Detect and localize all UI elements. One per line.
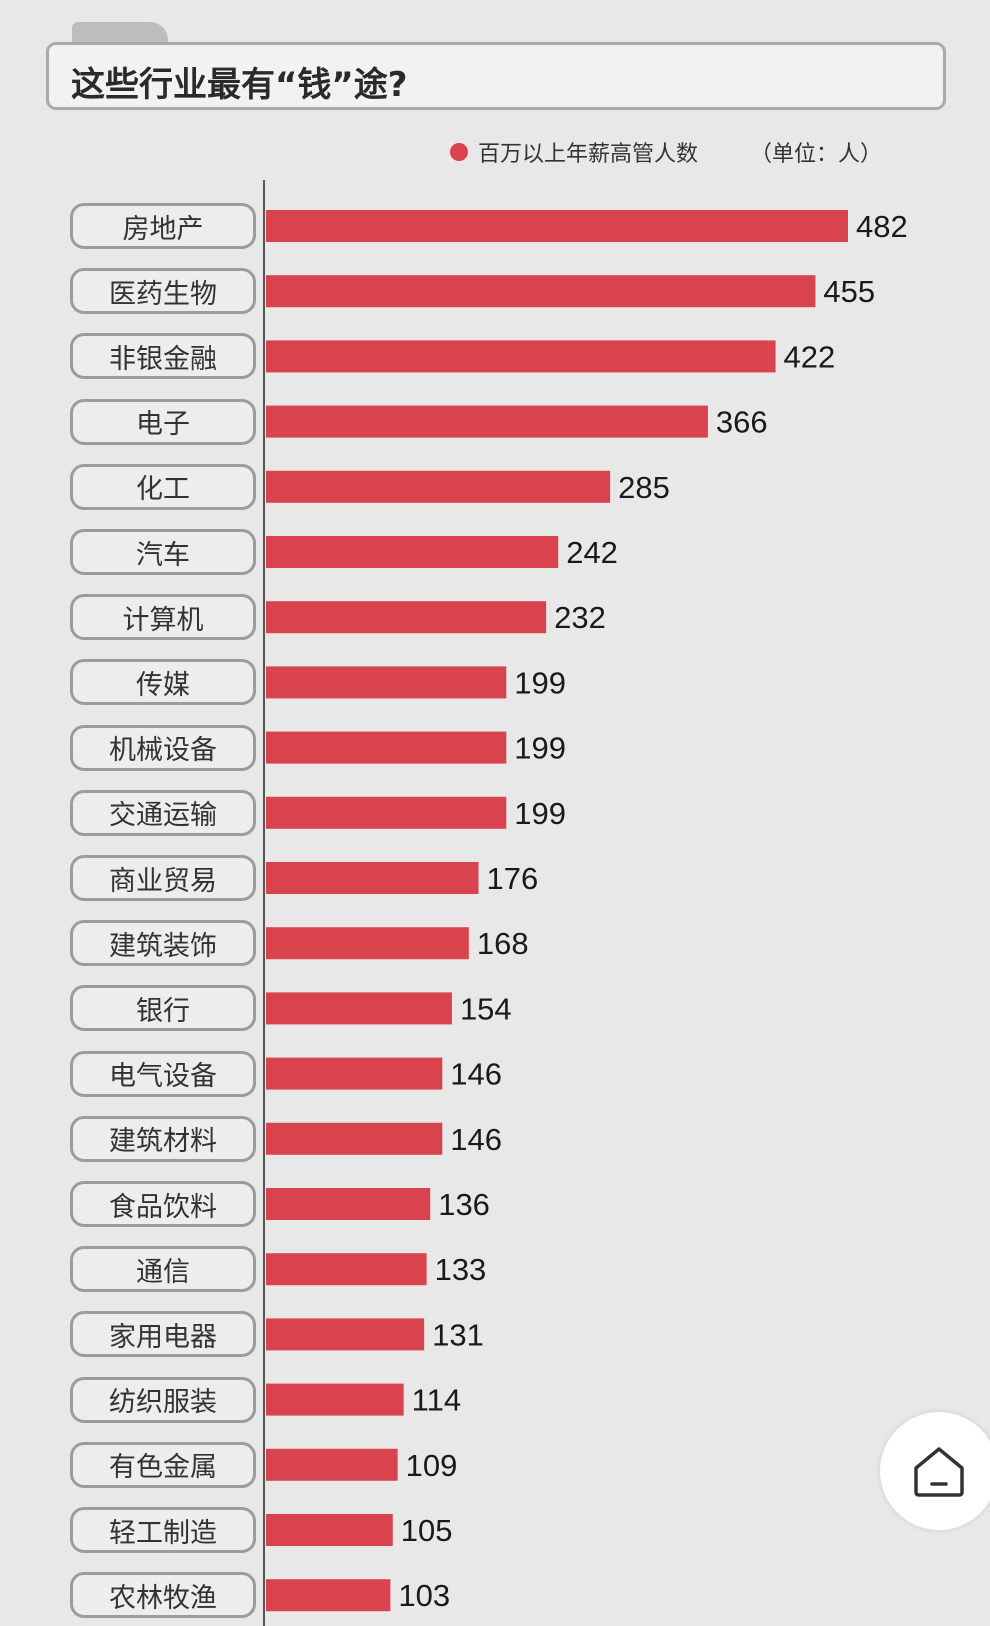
data-label: 482: [856, 209, 908, 244]
data-label: 136: [438, 1187, 490, 1222]
bar: [266, 1057, 443, 1090]
category-label: 银行: [70, 985, 256, 1032]
data-label: 366: [716, 405, 768, 440]
bar: [266, 796, 507, 829]
bar: [266, 1318, 425, 1351]
data-label: 146: [450, 1122, 502, 1157]
legend-marker: [450, 143, 468, 161]
category-label: 家用电器: [70, 1311, 256, 1358]
data-label: 133: [435, 1252, 487, 1287]
category-label: 农林牧渔: [70, 1572, 256, 1619]
home-button[interactable]: [880, 1412, 990, 1530]
bar: [266, 1253, 427, 1286]
category-label: 建筑材料: [70, 1115, 256, 1162]
title-box: 这些行业最有“钱”途?: [46, 42, 946, 110]
data-label: 199: [514, 796, 566, 831]
category-label: 计算机: [70, 594, 256, 641]
bar: [266, 340, 776, 373]
category-label: 轻工制造: [70, 1507, 256, 1553]
data-label: 109: [406, 1448, 458, 1483]
data-label: 103: [398, 1578, 450, 1613]
category-label: 电子: [70, 398, 256, 445]
bar: [266, 1514, 393, 1546]
category-label: 纺织服装: [70, 1376, 256, 1423]
bar: [266, 1122, 443, 1155]
category-label: 食品饮料: [70, 1181, 256, 1227]
bar: [266, 1579, 391, 1612]
home-icon: [914, 1447, 964, 1497]
bar: [266, 470, 611, 503]
bar: [266, 927, 469, 960]
category-label: 房地产: [70, 203, 256, 249]
bar: [266, 1188, 431, 1220]
bar: [266, 1383, 404, 1416]
category-label: 汽车: [70, 529, 256, 575]
bar: [266, 862, 479, 894]
category-label: 有色金属: [70, 1441, 256, 1488]
unit-label: （单位：人）: [750, 142, 883, 167]
category-label: 通信: [70, 1246, 256, 1293]
category-label: 电气设备: [70, 1050, 256, 1097]
category-label: 交通运输: [70, 789, 256, 836]
data-label: 131: [432, 1317, 484, 1352]
legend: 百万以上年薪高管人数 （单位：人）: [450, 136, 882, 168]
category-label: 传媒: [70, 659, 256, 706]
data-label: 242: [566, 535, 618, 570]
bar: [266, 210, 848, 242]
data-label: 232: [554, 600, 606, 635]
data-label: 114: [412, 1383, 461, 1418]
category-label: 商业贸易: [70, 855, 256, 901]
category-label: 化工: [70, 463, 256, 510]
data-label: 455: [823, 274, 875, 309]
category-label: 机械设备: [70, 724, 256, 771]
data-label: 168: [477, 926, 529, 961]
bar: [266, 601, 547, 634]
chart-title: 这些行业最有“钱”途?: [71, 65, 408, 105]
bar: [266, 992, 452, 1025]
data-label: 105: [401, 1513, 453, 1548]
data-label: 199: [514, 665, 566, 700]
bar: [266, 731, 507, 764]
bar: [266, 536, 559, 568]
data-label: 146: [450, 1057, 502, 1092]
data-label: 199: [514, 731, 566, 766]
data-label: 154: [460, 991, 512, 1026]
data-label: 422: [784, 339, 836, 374]
bar: [266, 1448, 398, 1481]
bar: [266, 666, 507, 699]
category-label: 建筑装饰: [70, 920, 256, 967]
bar: [266, 275, 816, 308]
category-label: 非银金融: [70, 333, 256, 380]
data-label: 285: [618, 470, 670, 505]
title-tab-decoration: [72, 22, 168, 44]
category-label: 医药生物: [70, 268, 256, 315]
data-label: 176: [487, 861, 539, 896]
legend-label: 百万以上年薪高管人数: [478, 142, 699, 167]
bar: [266, 405, 708, 438]
